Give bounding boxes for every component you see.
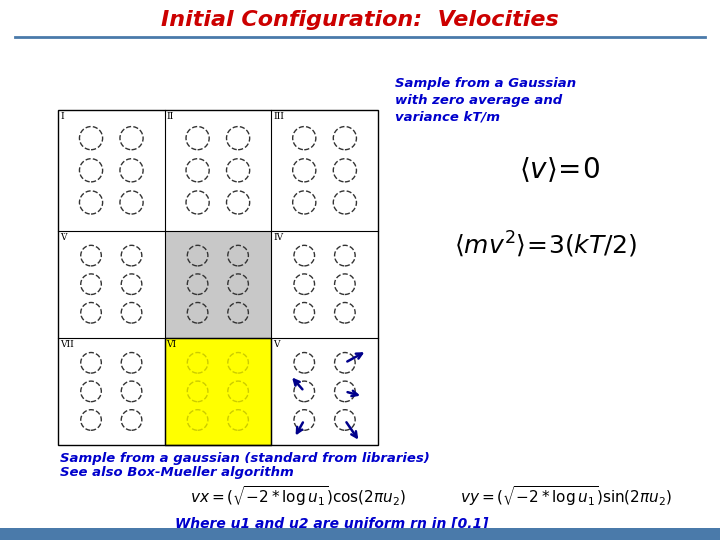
- Circle shape: [187, 245, 208, 266]
- Circle shape: [120, 126, 143, 150]
- Circle shape: [186, 159, 210, 182]
- Circle shape: [228, 274, 248, 294]
- Circle shape: [294, 274, 315, 294]
- Circle shape: [187, 381, 208, 402]
- Circle shape: [81, 302, 102, 323]
- Circle shape: [228, 410, 248, 430]
- Circle shape: [81, 274, 102, 294]
- Circle shape: [335, 302, 355, 323]
- Bar: [0, 528, 720, 540]
- Circle shape: [228, 353, 248, 373]
- Text: II: II: [166, 112, 174, 121]
- Text: VII: VII: [60, 340, 73, 349]
- Circle shape: [186, 191, 210, 214]
- Text: Sample from a gaussian (standard from libraries): Sample from a gaussian (standard from li…: [60, 452, 430, 465]
- Circle shape: [121, 274, 142, 294]
- Circle shape: [228, 302, 248, 323]
- Circle shape: [294, 245, 315, 266]
- Text: I: I: [60, 112, 63, 121]
- Text: $vx = (\sqrt{-2*\log u_1})\cos(2\pi u_2)$: $vx = (\sqrt{-2*\log u_1})\cos(2\pi u_2)…: [190, 484, 406, 508]
- Circle shape: [187, 353, 208, 373]
- Circle shape: [121, 302, 142, 323]
- Circle shape: [333, 126, 356, 150]
- Circle shape: [335, 274, 355, 294]
- Text: V: V: [273, 340, 279, 349]
- Text: $vy = (\sqrt{-2*\log u_1})\sin(2\pi u_2)$: $vy = (\sqrt{-2*\log u_1})\sin(2\pi u_2)…: [460, 484, 672, 508]
- Circle shape: [227, 191, 250, 214]
- Circle shape: [187, 410, 208, 430]
- Circle shape: [292, 126, 316, 150]
- Text: Where u1 and u2 are uniform rn in [0,1]: Where u1 and u2 are uniform rn in [0,1]: [175, 517, 488, 531]
- Circle shape: [227, 159, 250, 182]
- Circle shape: [294, 302, 315, 323]
- Text: $\langle mv^2 \rangle\!=\!3(kT/2)$: $\langle mv^2 \rangle\!=\!3(kT/2)$: [454, 230, 636, 260]
- Circle shape: [121, 353, 142, 373]
- Circle shape: [120, 159, 143, 182]
- Text: III: III: [273, 112, 284, 121]
- Bar: [165, 338, 271, 445]
- Circle shape: [335, 245, 355, 266]
- Text: Sample from a Gaussian
with zero average and
variance kT/m: Sample from a Gaussian with zero average…: [395, 77, 576, 124]
- Circle shape: [81, 353, 102, 373]
- Bar: [165, 231, 271, 338]
- Circle shape: [79, 159, 103, 182]
- Text: $\langle v \rangle\!=\!0$: $\langle v \rangle\!=\!0$: [520, 156, 600, 185]
- Circle shape: [227, 126, 250, 150]
- Bar: [0, 528, 720, 540]
- Text: V̇̇̇: V̇̇̇: [60, 233, 66, 241]
- Circle shape: [81, 245, 102, 266]
- Circle shape: [333, 191, 356, 214]
- Circle shape: [187, 302, 208, 323]
- Text: See also Box-Mueller algorithm: See also Box-Mueller algorithm: [60, 466, 294, 479]
- Text: IV: IV: [273, 233, 283, 241]
- Circle shape: [335, 353, 355, 373]
- Circle shape: [120, 191, 143, 214]
- Circle shape: [335, 381, 355, 402]
- Circle shape: [333, 159, 356, 182]
- Circle shape: [79, 126, 103, 150]
- Circle shape: [335, 410, 355, 430]
- Circle shape: [228, 245, 248, 266]
- Text: VI: VI: [166, 340, 176, 349]
- Circle shape: [121, 381, 142, 402]
- Circle shape: [294, 381, 315, 402]
- Circle shape: [79, 191, 103, 214]
- Circle shape: [294, 410, 315, 430]
- Circle shape: [292, 191, 316, 214]
- Circle shape: [294, 353, 315, 373]
- Text: Initial Configuration:  Velocities: Initial Configuration: Velocities: [161, 10, 559, 30]
- Circle shape: [121, 410, 142, 430]
- Circle shape: [81, 381, 102, 402]
- Circle shape: [292, 159, 316, 182]
- Bar: [58, 110, 378, 445]
- Circle shape: [228, 381, 248, 402]
- Circle shape: [81, 410, 102, 430]
- Circle shape: [187, 274, 208, 294]
- Circle shape: [121, 245, 142, 266]
- Circle shape: [186, 126, 210, 150]
